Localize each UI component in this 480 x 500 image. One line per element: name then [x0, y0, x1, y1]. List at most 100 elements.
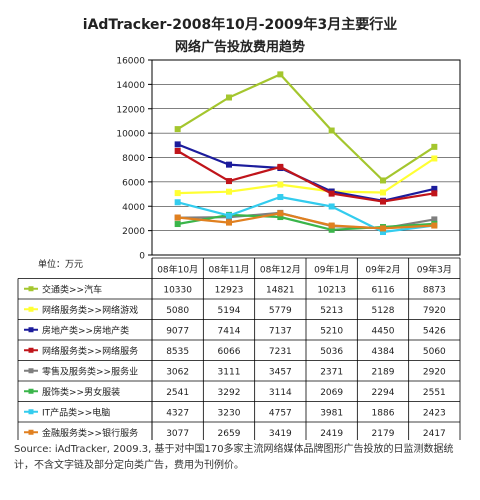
data-point: [431, 143, 438, 150]
chart-title: iAdTracker-2008年10月-2009年3月主要行业: [82, 17, 398, 33]
data-point: [328, 203, 335, 210]
x-category-label: 08年12月: [260, 263, 301, 275]
legend-label: 金融服务类>>银行服务: [42, 427, 138, 439]
data-table-cell: 3981: [320, 408, 343, 418]
series-line: [177, 73, 435, 182]
data-table-cell: 2920: [423, 367, 446, 377]
data-point: [380, 189, 386, 196]
data-table-cell: 3419: [269, 429, 292, 439]
legend-label: IT产品类>>电脑: [42, 406, 110, 418]
line-chart: 0 2000 4000 6000 8000 10000 12000 14000 16000 单位：…: [17, 57, 461, 440]
data-point: [431, 185, 438, 192]
data-point: [380, 229, 386, 236]
data-point: [431, 222, 438, 229]
data-table-cell: 2189: [372, 367, 395, 377]
data-table-cell: 6066: [218, 347, 241, 357]
data-table-cell: 3457: [269, 367, 292, 377]
data-table-cell: 7414: [218, 326, 241, 336]
series-line: [177, 212, 435, 230]
legend-marker: [28, 347, 34, 353]
data-table-cell: 4757: [269, 408, 292, 418]
data-table-cell: 8873: [423, 285, 446, 295]
data-point: [328, 190, 335, 197]
legend-marker: [28, 368, 34, 374]
data-point: [431, 155, 438, 162]
legend-label: 网络服务类>>网络服务: [42, 345, 138, 357]
data-point: [431, 190, 438, 197]
legend-label: 网络服务类>>网络游戏: [42, 304, 138, 316]
x-category-label: 09年3月: [417, 263, 452, 275]
data-point: [277, 71, 284, 78]
data-point: [174, 141, 181, 148]
data-table-cell: 5080: [166, 306, 189, 316]
y-tick-label: 10000: [116, 130, 145, 140]
data-table-cell: 8535: [166, 347, 189, 357]
data-table-cell: 5060: [423, 347, 446, 357]
legend-marker: [28, 429, 34, 435]
data-table-cell: 7231: [269, 347, 292, 357]
legend-marker: [28, 327, 34, 333]
data-point: [380, 225, 386, 232]
x-category-label: 08年10月: [157, 263, 198, 275]
data-point: [174, 147, 181, 154]
data-point: [174, 221, 181, 228]
data-table-cell: 4384: [372, 347, 395, 357]
legend-label: 零售及服务类>>服务业: [42, 365, 138, 377]
series-line: [177, 195, 435, 234]
data-table-cell: 3114: [269, 388, 292, 398]
data-table-cell: 2551: [423, 388, 446, 398]
data-table-cell: 5210: [320, 326, 343, 336]
data-table-cell: 2417: [423, 429, 446, 439]
data-point: [431, 216, 438, 223]
data-table-cell: 14821: [266, 285, 295, 295]
data-point: [226, 178, 232, 185]
data-point: [226, 212, 232, 219]
legend-marker: [28, 306, 34, 312]
data-table-cell: 2179: [372, 429, 395, 439]
data-point: [226, 219, 232, 226]
legend-label: 交通类>>汽车: [42, 283, 102, 295]
x-category-label: 08年11月: [209, 263, 250, 275]
source-note: Source: iAdTracker, 2009.3, 基于对中国170多家主流…: [14, 444, 454, 471]
x-category-label: 09年2月: [365, 263, 400, 275]
y-tick-label: 0: [139, 252, 145, 262]
data-table-cell: 9077: [166, 326, 189, 336]
data-table-cell: 5426: [423, 326, 446, 336]
data-point: [328, 222, 335, 229]
y-tick-label: 12000: [116, 105, 145, 115]
legend-label: 服饰类>>男女服装: [42, 386, 120, 398]
data-table-cell: 7137: [269, 326, 292, 336]
x-category-label: 09年1月: [314, 263, 349, 275]
y-tick-label: 2000: [122, 227, 145, 237]
data-point: [328, 127, 335, 134]
data-table-cell: 2541: [166, 388, 189, 398]
data-point: [226, 161, 232, 168]
data-point: [174, 214, 181, 221]
data-point: [226, 188, 232, 195]
data-table-cell: 2069: [320, 388, 343, 398]
y-tick-label: 16000: [116, 57, 145, 67]
data-table-cell: 2423: [423, 408, 446, 418]
y-tick-label: 4000: [122, 203, 145, 213]
data-table-cell: 4327: [166, 408, 189, 418]
chart-subtitle: 网络广告投放费用趋势: [174, 40, 305, 55]
data-table-cell: 4450: [372, 326, 395, 336]
data-point: [380, 198, 386, 205]
y-tick-label: 14000: [116, 81, 145, 91]
series-line: [177, 157, 435, 195]
data-point: [277, 214, 284, 221]
data-table-cell: 3077: [166, 429, 189, 439]
data-table-cell: 5213: [320, 306, 343, 316]
data-table-cell: 10213: [317, 285, 346, 295]
data-point: [174, 126, 181, 133]
data-table-cell: 5036: [320, 347, 343, 357]
data-point: [226, 94, 232, 101]
data-table-cell: 10330: [163, 285, 192, 295]
y-axis-unit-label: 单位：万元: [38, 258, 83, 270]
data-table-cell: 5194: [218, 306, 241, 316]
data-point: [277, 181, 284, 188]
data-table-cell: 2294: [372, 388, 395, 398]
data-table-cell: 3230: [218, 408, 241, 418]
series-line: [177, 150, 435, 203]
data-point: [277, 210, 284, 217]
